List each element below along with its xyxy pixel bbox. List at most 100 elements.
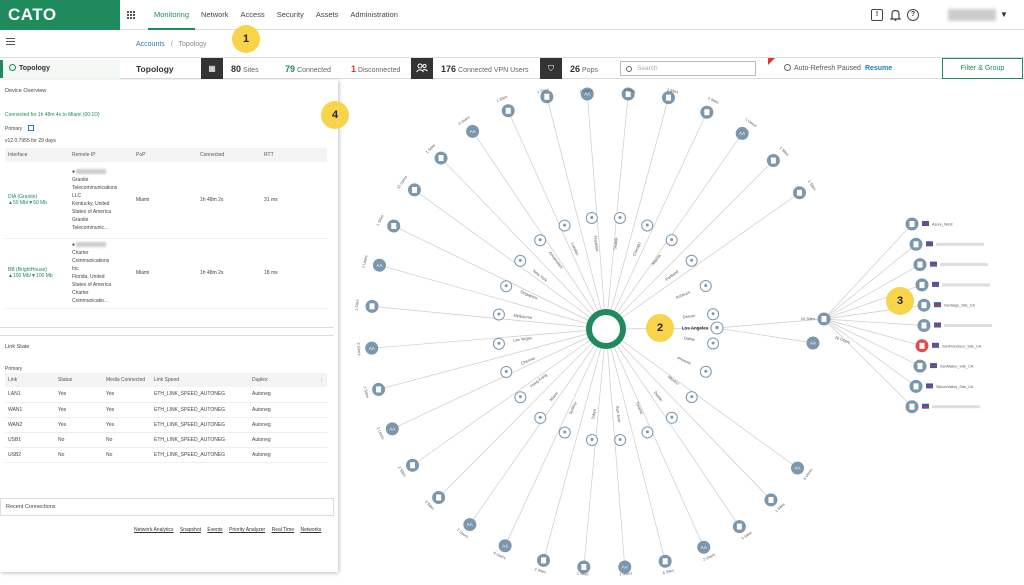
pop-node[interactable] <box>585 434 598 447</box>
disconnected-stat[interactable]: 1 Disconnected <box>351 64 401 74</box>
user-menu[interactable] <box>948 9 996 21</box>
link-snapshot[interactable]: Snapshot <box>179 527 201 533</box>
site-group-node[interactable] <box>432 490 446 504</box>
site-group-node[interactable] <box>407 183 421 197</box>
vpn-users-node[interactable] <box>365 341 379 355</box>
site-group-node[interactable] <box>365 299 379 313</box>
cato-logo[interactable]: CATO <box>0 0 120 30</box>
bell-icon[interactable] <box>889 9 901 21</box>
nav-assets[interactable]: Assets <box>315 10 339 19</box>
resume-link[interactable]: Resume <box>864 65 893 72</box>
nav-access[interactable]: Access <box>240 10 265 19</box>
alert-icon[interactable]: ! <box>871 9 883 21</box>
pop-node[interactable] <box>534 234 547 247</box>
site-node[interactable] <box>917 298 931 312</box>
pop-node[interactable] <box>534 411 547 424</box>
site-group-node[interactable] <box>501 104 515 118</box>
pop-node[interactable] <box>558 219 571 232</box>
table-row[interactable]: DIA (Granite) ▲50 Mb/▼50 Mb ● Granite Tele… <box>5 162 327 239</box>
recent-connections-card[interactable]: Recent Connections <box>0 498 334 516</box>
nav-network[interactable]: Network <box>201 10 229 19</box>
site-node[interactable] <box>915 278 929 292</box>
pops-stat[interactable]: 26 Pops <box>570 64 598 74</box>
vpn-users-node[interactable] <box>618 560 632 574</box>
pop-node[interactable] <box>699 280 712 293</box>
pop-node[interactable] <box>665 411 678 424</box>
table-row[interactable]: BB (BrightHouse) ▲100 Mb/▼100 Mb ● Charte… <box>5 238 327 309</box>
site-node-disconnected[interactable] <box>915 339 929 353</box>
site-node[interactable] <box>913 359 927 373</box>
site-cluster-node[interactable] <box>817 312 831 326</box>
pop-node[interactable] <box>558 426 571 439</box>
pop-node[interactable] <box>585 211 598 224</box>
pop-node[interactable] <box>500 280 513 293</box>
nav-monitoring[interactable]: Monitoring <box>148 0 196 30</box>
hamburger-icon[interactable] <box>6 38 15 47</box>
site-group-node[interactable] <box>700 105 714 119</box>
site-group-node[interactable] <box>387 219 401 233</box>
vpn-users-node[interactable] <box>791 461 805 475</box>
filter-group-button[interactable]: Filter & Group <box>942 58 1023 79</box>
site-group-node[interactable] <box>372 382 386 396</box>
link-priority-analyzer[interactable]: Priority Analyzer <box>229 527 266 533</box>
site-group-node[interactable] <box>658 554 672 568</box>
chevron-down-icon[interactable]: ▼ <box>1000 10 1008 19</box>
site-group-node[interactable] <box>577 560 591 574</box>
link-events[interactable]: Events <box>207 527 223 533</box>
external-link-icon[interactable] <box>27 125 34 131</box>
pop-node[interactable] <box>685 254 698 267</box>
site-node[interactable] <box>905 217 919 231</box>
site-group-node[interactable] <box>766 154 780 168</box>
site-node[interactable] <box>909 379 923 393</box>
pop-node[interactable] <box>514 254 527 267</box>
site-group-node[interactable] <box>732 520 746 534</box>
link-networks[interactable]: Networks <box>300 527 322 533</box>
app-grid-icon[interactable] <box>126 10 135 19</box>
site-node[interactable] <box>917 319 931 332</box>
pop-node[interactable] <box>500 365 513 378</box>
pop-node[interactable] <box>492 337 505 350</box>
vpn-users-node[interactable] <box>463 518 477 532</box>
vpn-users-node[interactable] <box>697 540 711 554</box>
site-group-node[interactable] <box>661 91 675 105</box>
site-node[interactable] <box>905 400 919 414</box>
vpn-users-node[interactable] <box>580 87 594 101</box>
site-group-node[interactable] <box>792 186 806 200</box>
vpn-users-stat[interactable]: 176 Connected VPN Users <box>441 64 529 74</box>
vpn-users-node[interactable] <box>466 124 480 138</box>
pop-node[interactable] <box>614 211 627 224</box>
pop-node[interactable] <box>614 434 627 447</box>
vpn-users-node[interactable] <box>372 258 386 272</box>
link-real-time[interactable]: Real Time <box>271 527 295 533</box>
breadcrumb-accounts[interactable]: Accounts <box>136 41 165 48</box>
connected-stat[interactable]: 79 Connected <box>285 64 331 74</box>
pop-node[interactable] <box>699 365 712 378</box>
site-group-node[interactable] <box>621 87 635 101</box>
pop-node[interactable] <box>685 391 698 404</box>
vpn-users-node[interactable] <box>498 539 512 553</box>
vpn-users-node[interactable] <box>735 126 749 140</box>
pop-node[interactable] <box>707 308 720 321</box>
pop-node[interactable] <box>514 391 527 404</box>
link-network-analytics[interactable]: Network Analytics <box>134 527 174 533</box>
site-group-node[interactable] <box>434 151 448 165</box>
sidebar-item-topology[interactable]: Topology <box>0 60 120 78</box>
vpn-users-node[interactable] <box>385 422 399 436</box>
site-group-node[interactable] <box>537 553 551 567</box>
nav-security[interactable]: Security <box>276 10 304 19</box>
pop-node[interactable] <box>492 308 505 321</box>
site-group-node[interactable] <box>764 493 778 507</box>
pop-node[interactable] <box>665 234 678 247</box>
site-group-node[interactable] <box>540 90 554 104</box>
site-group-node[interactable] <box>406 458 420 472</box>
nav-administration[interactable]: Administration <box>350 10 398 19</box>
pop-node[interactable] <box>641 219 654 232</box>
site-node[interactable] <box>913 258 927 272</box>
pop-node[interactable] <box>707 337 720 350</box>
sites-stat[interactable]: 80 Sites <box>231 64 259 74</box>
more-icon[interactable]: ⋮ <box>319 377 324 383</box>
site-node[interactable] <box>909 237 923 251</box>
help-icon[interactable]: ? <box>907 9 919 21</box>
search-input[interactable]: Search <box>620 61 756 76</box>
cluster-users-node[interactable] <box>806 336 820 350</box>
